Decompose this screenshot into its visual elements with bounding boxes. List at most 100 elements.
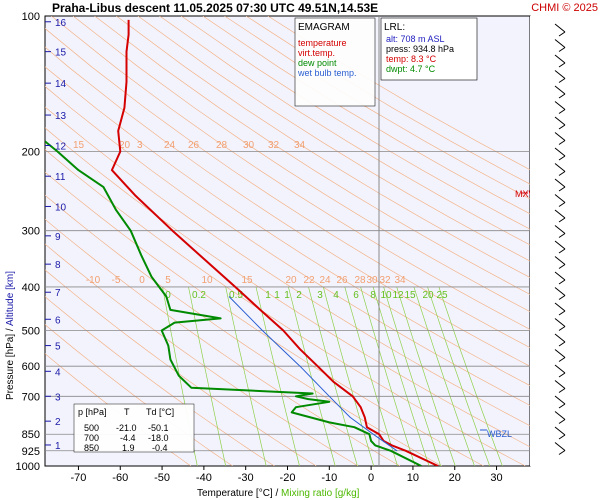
pressure-tick-label: 400 <box>22 282 40 294</box>
wind-barb <box>554 349 566 358</box>
mixing-ratio-label: 0.5 <box>229 290 243 301</box>
series-temperature <box>110 19 439 466</box>
temperature-tick-label: -40 <box>196 472 212 484</box>
moist-adiabat-label: 0 <box>139 275 145 286</box>
temperature-tick-label: 20 <box>449 472 461 484</box>
altitude-tick-label: 1 <box>55 441 61 452</box>
wind-barb-flag <box>558 233 566 238</box>
wind-barb-flag <box>558 155 566 161</box>
moist-adiabat-label: 32 <box>379 275 391 286</box>
altitude-tick-label: 2 <box>55 417 61 428</box>
wind-barb <box>554 442 566 451</box>
wind-barb <box>554 54 566 64</box>
dry-adiabat-line <box>137 16 530 262</box>
altitude-tick-label: 3 <box>55 392 61 403</box>
wind-barb <box>554 364 566 374</box>
adiabat-labels: 15 20 3 24 26 28 30 32 34-10 -5 0 5 10 15 20 22 24 26 28 30… <box>73 140 448 301</box>
table-row-850-td: -0.4 <box>152 443 168 453</box>
mixing-ratio-label: 2 <box>296 290 302 301</box>
wind-barb <box>554 101 566 110</box>
altitude-tick-label: 15 <box>55 48 67 59</box>
wind-barb-flag <box>558 326 566 331</box>
wind-barb-flag <box>558 310 566 316</box>
chart-title: Praha-Libus descent 11.05.2025 07:30 UTC… <box>52 1 378 15</box>
moist-adiabat-label: 10 <box>201 275 213 286</box>
pressure-tick-label: 500 <box>22 326 40 338</box>
temperature-tick-label: 10 <box>407 472 419 484</box>
temperature-tick-label: -60 <box>112 472 128 484</box>
wind-barb <box>554 256 566 265</box>
table-row-700-t: -4.4 <box>120 433 136 443</box>
temperature-tick-label: 0 <box>368 472 374 484</box>
mixing-ratio-label: 1 <box>274 290 280 301</box>
altitude-tick-label: 12 <box>55 142 67 153</box>
wind-barb-flag <box>558 357 566 362</box>
lrl-altitude: alt: 708 m ASL <box>386 34 445 44</box>
legend-wet-bulb: wet bulb temp. <box>297 68 357 78</box>
wind-barb-flag <box>558 264 566 269</box>
table-header-t: T <box>124 407 130 417</box>
pressure-tick-label: 850 <box>22 429 40 441</box>
dry-adiabat-label: 34 <box>294 140 306 151</box>
wind-barb-flag <box>558 93 566 99</box>
wind-barb <box>554 426 566 436</box>
wind-barb <box>554 178 566 188</box>
altitude-tick-label: 14 <box>55 79 67 90</box>
dry-adiabat-line <box>202 16 530 215</box>
pressure-tick-label: 100 <box>22 11 40 23</box>
wind-barb-flag <box>558 124 566 130</box>
wind-barb-flag <box>558 372 566 378</box>
moist-adiabat-label: 5 <box>165 275 171 286</box>
wind-barb <box>554 147 566 157</box>
temperature-ticks: -70 -60 -50 -40 -30 -20 -10 0 10 20 30 <box>70 466 503 484</box>
wind-barb <box>554 302 566 312</box>
dry-adiabat-line <box>45 46 530 367</box>
dry-adiabat-label: 32 <box>268 140 280 151</box>
mixing-ratio-label: 20 <box>422 290 434 301</box>
dry-adiabat-line <box>72 16 530 313</box>
wind-barb <box>554 39 566 48</box>
temperature-tick-label: -50 <box>154 472 170 484</box>
moist-adiabat-label: 28 <box>354 275 366 286</box>
wind-barb-flag <box>558 403 566 409</box>
wind-barb-flag <box>558 388 566 393</box>
mixing-ratio-label: 10 <box>380 290 392 301</box>
mixing-ratio-label: 25 <box>436 290 448 301</box>
moist-adiabat-label: -5 <box>112 275 121 286</box>
lrl-title: LRL: <box>384 22 405 33</box>
moist-adiabat-label: 20 <box>285 275 297 286</box>
wind-barb <box>554 287 566 296</box>
levels-table: p [hPa] T Td [°C] 500 -21.0 -50.1 700 -4… <box>73 403 195 453</box>
pressure-tick-label: 600 <box>22 361 40 373</box>
wind-barb <box>554 225 566 234</box>
wind-barbs-column <box>530 16 594 466</box>
dry-adiabat-line <box>45 28 530 349</box>
lrl-pressure: press: 934.8 hPa <box>386 44 454 54</box>
dry-adiabat-label: 26 <box>188 140 200 151</box>
mixing-ratio-label: 15 <box>404 290 416 301</box>
wind-barb-flag <box>558 295 566 300</box>
temperature-tick-label: -70 <box>70 472 86 484</box>
wind-barb-flag <box>558 434 566 440</box>
wind-barb <box>554 70 566 79</box>
moist-adiabat-label: 30 <box>366 275 378 286</box>
legend-dew-point: dew point <box>298 58 337 68</box>
wind-barb-flag <box>558 450 566 455</box>
mixing-ratio-label: 4 <box>333 290 339 301</box>
table-row-850-p: 850 <box>84 443 99 453</box>
dry-adiabat-label: 3 <box>137 140 143 151</box>
wind-barb <box>554 318 566 327</box>
temperature-tick-label: -20 <box>280 472 296 484</box>
wind-barb-flag <box>558 62 566 68</box>
pressure-tick-label: 925 <box>22 446 40 458</box>
wind-barb-flag <box>558 248 566 254</box>
pressure-tick-label: 300 <box>22 226 40 238</box>
wind-barb <box>554 240 566 250</box>
wind-barb-flag <box>558 279 566 285</box>
table-row-850-t: 1.9 <box>122 443 135 453</box>
dry-adiabat-label: 20 <box>119 140 131 151</box>
emagram-label: EMAGRAM <box>298 22 350 33</box>
wind-barb-flag <box>558 202 566 207</box>
